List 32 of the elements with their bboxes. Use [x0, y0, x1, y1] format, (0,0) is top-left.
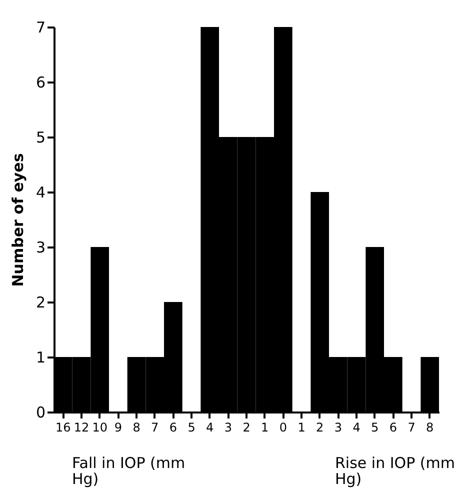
x-tick-label: 9 [114, 420, 122, 434]
x-tick-label: 6 [169, 420, 177, 434]
y-tick-label: 1 [36, 348, 46, 366]
y-axis-title: Number of eyes [8, 153, 27, 287]
x-tick-label: 5 [371, 420, 379, 434]
x-tick-label: 3 [334, 420, 342, 434]
y-tick-label: 5 [36, 128, 46, 146]
x-tick-label: 7 [151, 420, 159, 434]
x-tick-label: 8 [426, 420, 434, 434]
x-tick-label: 4 [206, 420, 214, 434]
y-tick-label: 6 [36, 74, 46, 92]
x-tick-label: 2 [242, 420, 250, 434]
x-tick-label: 10 [92, 420, 108, 434]
text: Rise in IOP (mm Hg) [335, 454, 455, 488]
x-tick-label: 16 [56, 420, 71, 434]
y-tick-label: 0 [36, 404, 46, 422]
x-tick-label: 2 [316, 420, 324, 434]
x-tick-label: 3 [224, 420, 232, 434]
x-tick-label: 4 [352, 420, 360, 434]
y-tick-label: 3 [36, 238, 46, 256]
y-tick-label: 4 [36, 184, 46, 202]
x-tick-label: 8 [132, 420, 140, 434]
x-tick-label: 1 [261, 420, 269, 434]
x-tick-label: 0 [279, 420, 287, 434]
text: Fall in IOP (mm Hg) [72, 454, 186, 488]
y-tick-label: 2 [36, 294, 46, 312]
x-tick-label: 6 [389, 420, 397, 434]
x-tick-label: 1 [298, 420, 306, 434]
x-tick-label: 5 [188, 420, 196, 434]
x-tick-label: 7 [408, 420, 416, 434]
x-tick-label: 12 [74, 420, 90, 434]
y-tick-label: 7 [36, 18, 46, 36]
